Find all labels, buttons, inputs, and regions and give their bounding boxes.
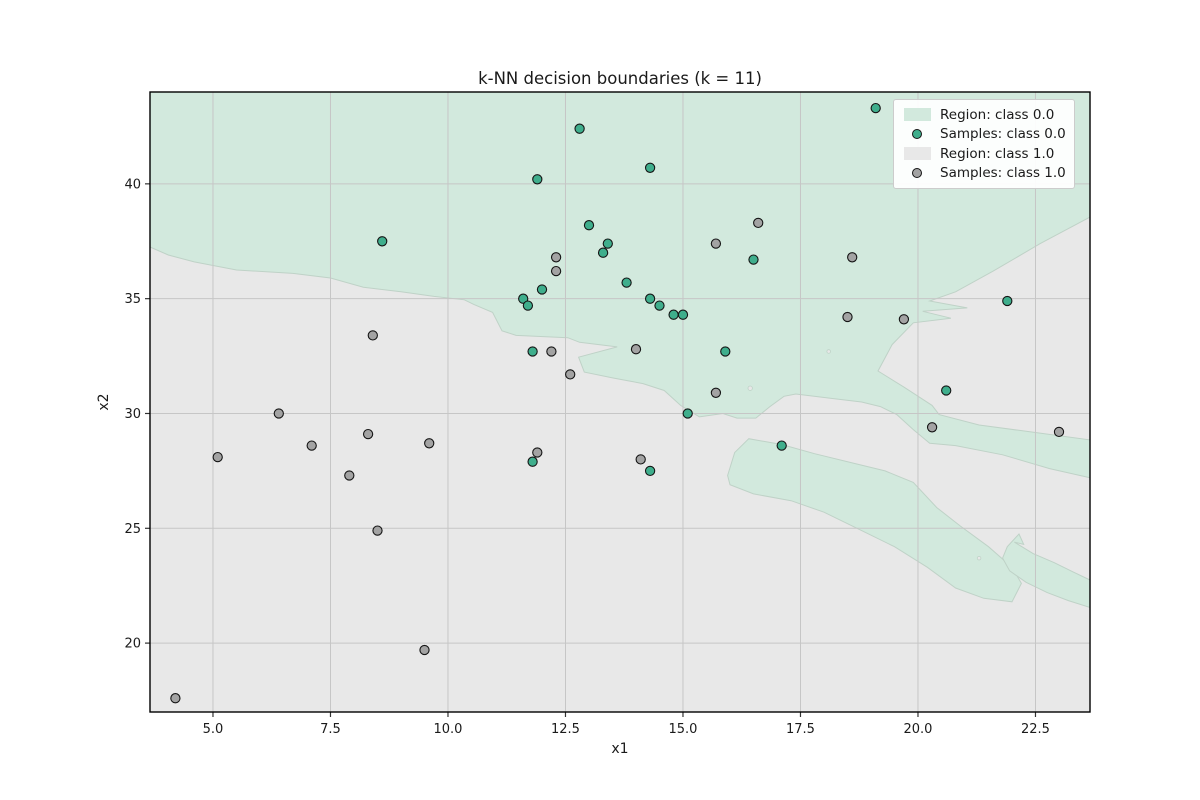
sample-point-class0 [532,174,543,185]
region-color-patch [903,108,931,122]
sample-point-class1 [550,265,562,277]
legend-marker-icon [902,168,932,179]
sample-point-class1 [926,422,938,433]
sample-point-class1 [710,238,722,249]
legend-region-swatch [902,147,932,161]
legend-item-label: Samples: class 0.0 [940,126,1066,143]
x-tick-label: 10.0 [434,722,463,737]
sample-marker-dot [912,129,922,140]
sample-point-class0 [654,300,665,311]
sample-point-class1 [306,440,317,451]
sample-point-class1 [273,408,284,419]
region-class1-speck [976,555,982,561]
sample-point-class0 [682,408,693,419]
sample-point-class0 [518,293,529,304]
sample-point-class0 [677,309,689,320]
y-tick-label: 30 [124,407,141,422]
sample-point-class0 [527,456,538,467]
sample-point-class0 [597,247,609,258]
x-tick-label: 20.0 [904,722,933,737]
sample-point-class0 [720,346,731,357]
x-tick-label: 22.5 [1021,722,1050,737]
legend: Region: class 0.0 Samples: class 0.0 Regio… [893,99,1075,189]
sample-point-class1 [372,525,383,536]
legend-marker-icon [902,129,932,140]
axis-layer: 5.0 7.5 10.0 12.5 15.0 17.5 20.0 22.5 20 25 30 35 40 [124,177,1050,737]
sample-point-class1 [419,644,430,656]
sample-point-class0 [870,102,881,114]
sample-point-class1 [635,454,646,465]
scatter-layer [170,102,1065,704]
legend-item: Samples: class 1.0 [902,164,1066,184]
sample-point-class0 [536,284,548,295]
decision-regions-layer [149,91,1091,712]
sample-point-class0 [377,236,388,247]
x-tick-label: 15.0 [669,722,698,737]
sample-point-class0 [941,385,952,396]
x-axis-label: x1 [611,741,628,757]
y-axis-label: x2 [96,393,112,410]
grid-layer [150,92,1090,712]
y-tick-label: 40 [124,177,141,192]
sample-point-class1 [630,344,642,355]
sample-point-class0 [522,300,534,311]
sample-point-class0 [602,238,613,249]
sample-point-class0 [748,254,759,265]
sample-point-class1 [424,438,435,449]
sample-point-class1 [753,217,764,229]
sample-point-class1 [546,346,557,357]
sample-point-class1 [710,387,722,398]
legend-item-label: Region: class 0.0 [940,106,1055,123]
sample-point-class0 [644,162,656,173]
region-color-patch [903,147,931,161]
y-tick-label: 20 [124,637,141,652]
legend-item-label: Samples: class 1.0 [940,165,1066,182]
sample-point-class0 [644,465,656,477]
sample-point-class1 [532,447,543,458]
region-class0 [149,91,1091,479]
sample-point-class1 [344,470,355,481]
region-class1-speck [747,385,753,391]
legend-item: Samples: class 0.0 [902,125,1066,145]
y-tick-label: 35 [124,292,141,307]
sample-point-class1 [1053,426,1065,438]
sample-marker-dot [912,168,922,179]
sample-point-class1 [367,330,378,341]
legend-item-label: Region: class 1.0 [940,145,1055,162]
plot-border [149,91,1091,713]
sample-point-class0 [583,220,595,231]
sample-point-class0 [1002,295,1013,307]
sample-point-class0 [668,309,679,320]
sample-point-class1 [565,369,576,380]
sample-point-class0 [527,346,538,357]
legend-region-swatch [902,108,932,122]
sample-point-class0 [574,123,585,134]
chart-title: k-NN decision boundaries (k = 11) [478,69,762,88]
x-tick-label: 12.5 [551,722,580,737]
sample-point-class1 [847,252,858,263]
x-tick-label: 7.5 [320,722,341,737]
sample-point-class1 [170,693,181,704]
region-class1-speck [826,349,831,354]
x-tick-label: 5.0 [203,722,224,737]
sample-point-class1 [212,451,223,463]
sample-point-class1 [362,428,374,440]
legend-item: Region: class 1.0 [902,144,1066,164]
sample-point-class0 [621,277,632,288]
sample-point-class1 [550,252,562,263]
y-tick-label: 25 [124,522,141,537]
legend-item: Region: class 0.0 [902,105,1066,125]
sample-point-class0 [776,440,787,451]
sample-point-class1 [898,314,910,325]
sample-point-class0 [644,293,656,304]
x-tick-label: 17.5 [786,722,815,737]
sample-point-class1 [842,311,853,323]
